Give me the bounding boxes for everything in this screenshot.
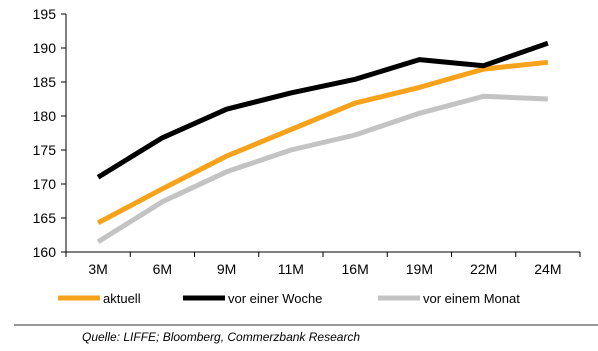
legend-label-aktuell: aktuell — [103, 291, 141, 306]
x-tick-label: 11M — [278, 261, 304, 277]
legend: aktuell vor einer Woche vor einem Monat — [58, 291, 520, 306]
x-tick-label: 24M — [534, 261, 561, 277]
series-line-vor-einem-monat — [96, 93, 549, 244]
series-line-aktuell — [96, 59, 549, 226]
y-tick-label: 180 — [33, 108, 57, 124]
legend-label-vor-einer-woche: vor einer Woche — [228, 291, 322, 306]
y-tick-label: 190 — [33, 40, 57, 56]
x-tick-label: 3M — [88, 261, 107, 277]
y-tick-label: 175 — [33, 142, 57, 158]
series-line-vor-einer-woche — [96, 40, 549, 180]
source-note: Quelle: LIFFE; Bloomberg, Commerzbank Re… — [82, 330, 361, 344]
y-tick-label: 160 — [33, 244, 57, 260]
legend-label-vor-einem-monat: vor einem Monat — [423, 291, 520, 306]
y-tick-label: 185 — [33, 74, 57, 90]
x-tick-label: 9M — [217, 261, 236, 277]
x-tick-label: 22M — [470, 261, 497, 277]
y-tick-label: 170 — [33, 176, 57, 192]
x-tick-label: 19M — [406, 261, 433, 277]
y-tick-label: 195 — [33, 6, 57, 22]
x-tick-label: 6M — [153, 261, 172, 277]
plot-area: 160 165 170 175 180 185 190 195 3M 6M 9M 11M 16M 19M 2… — [33, 6, 581, 277]
y-tick-label: 165 — [33, 210, 57, 226]
x-tick-label: 16M — [342, 261, 369, 277]
